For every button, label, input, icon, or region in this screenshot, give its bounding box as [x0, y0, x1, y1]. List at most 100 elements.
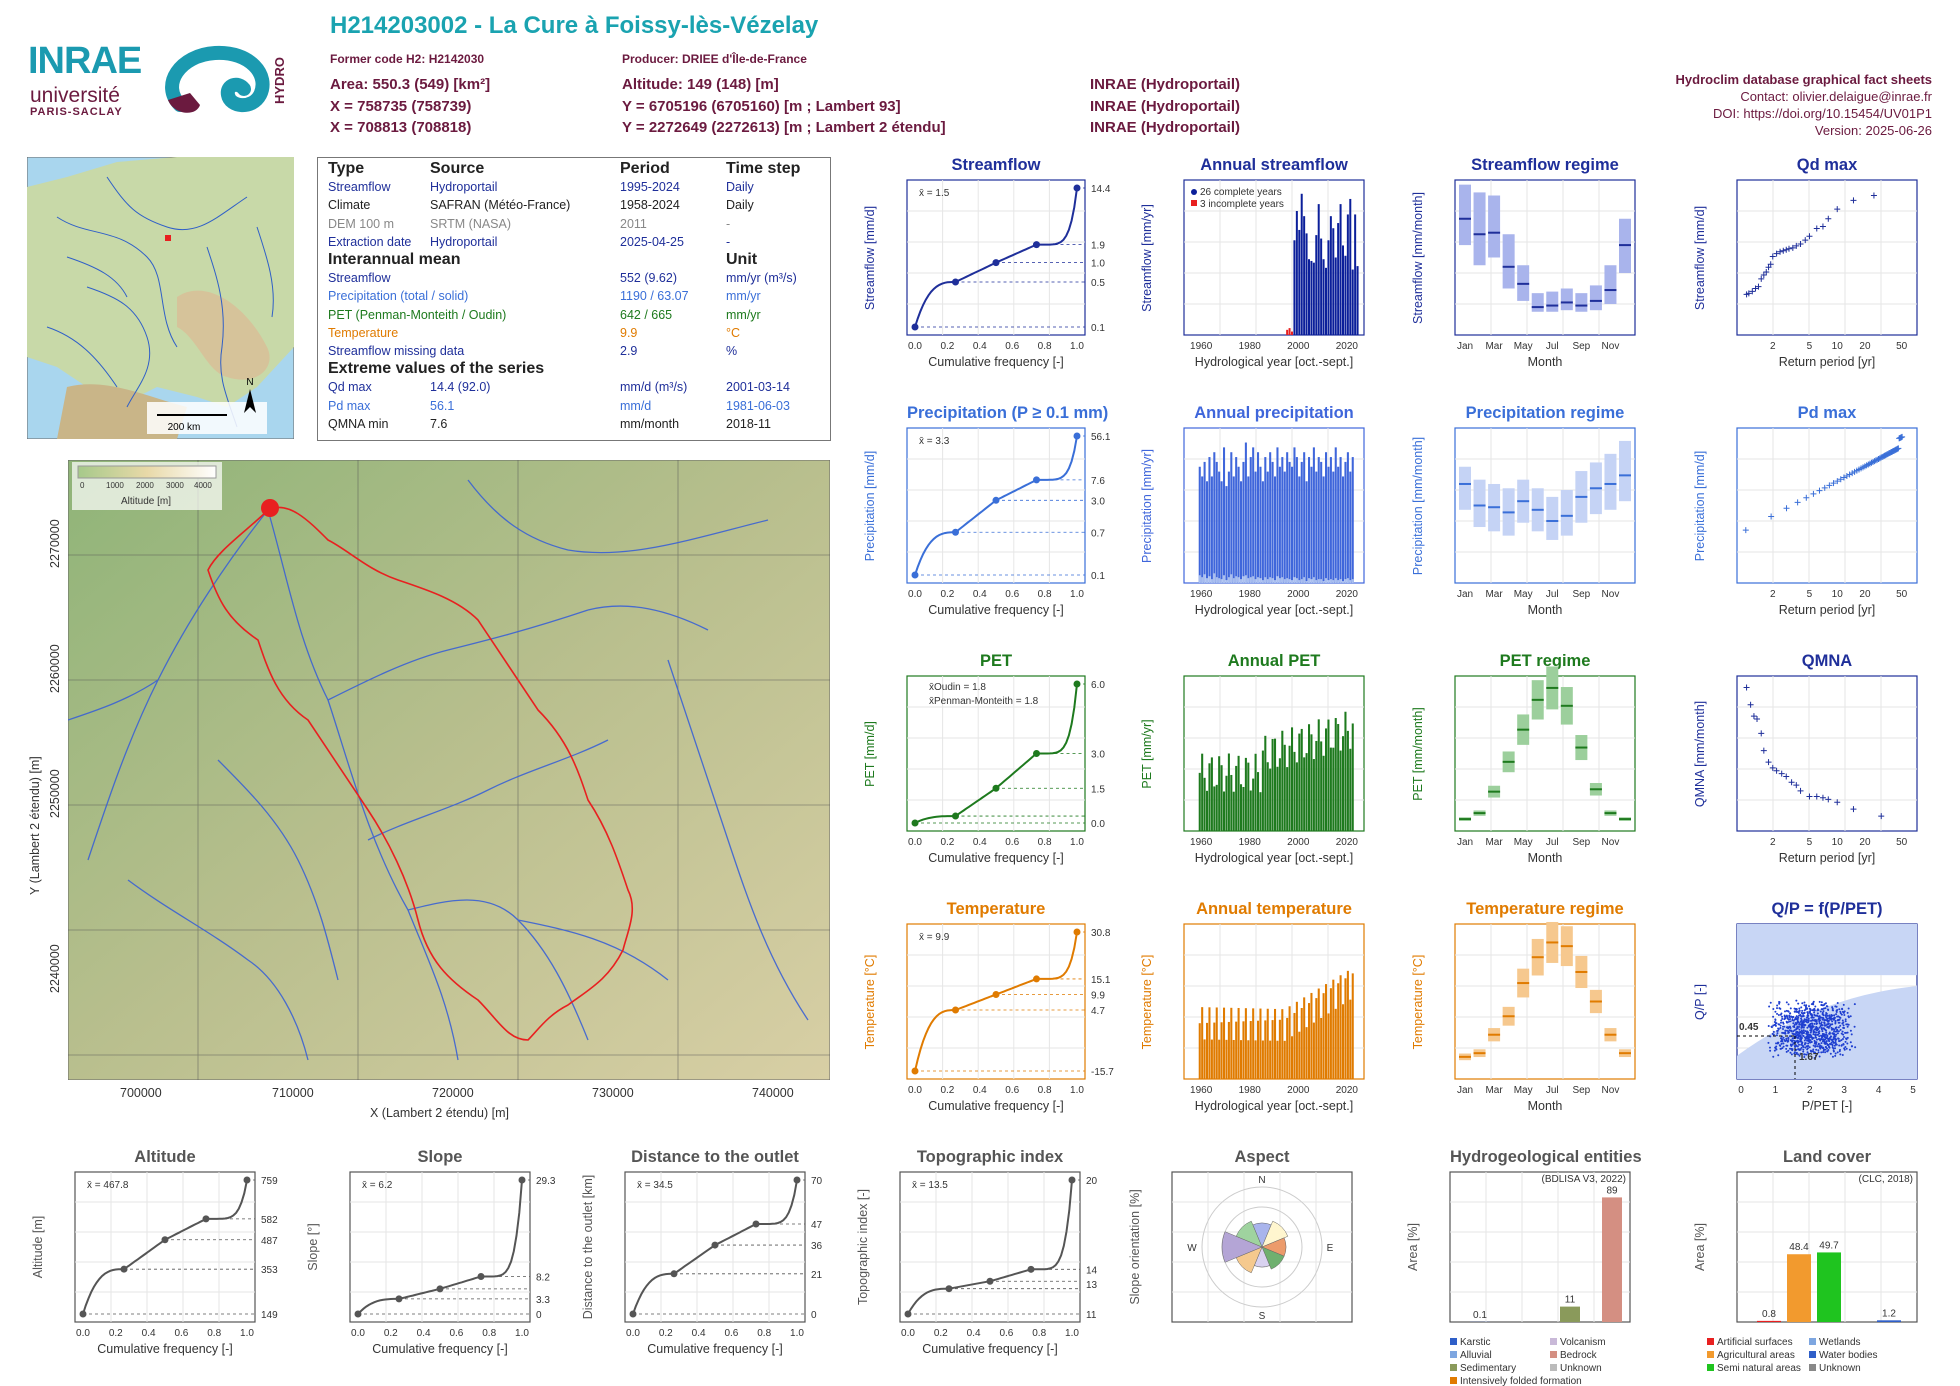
- annual_precip-bar: [1269, 452, 1272, 583]
- qd_max-x-tick: 50: [1896, 341, 1908, 352]
- qp-point: [1832, 1040, 1835, 1043]
- qp-point: [1848, 1048, 1851, 1051]
- annual_temp-bar: [1206, 1022, 1209, 1079]
- streamflow-quantile-point: [1073, 184, 1081, 192]
- annual_precip-bar: [1312, 447, 1315, 583]
- topo-xlabel: Cumulative frequency [-]: [922, 1342, 1058, 1356]
- qp-point: [1833, 1044, 1836, 1047]
- annual_precip-bar: [1310, 466, 1313, 583]
- qp-point: [1798, 1022, 1801, 1025]
- precip-quantile-point: [1033, 476, 1040, 484]
- annual_temp-bar: [1203, 1039, 1206, 1079]
- annual_precip-solid-bar: [1332, 580, 1335, 583]
- annual_temp-bar: [1218, 1039, 1221, 1079]
- qp-point: [1798, 1028, 1801, 1031]
- qp-point: [1810, 1027, 1813, 1030]
- qp-point: [1792, 1022, 1795, 1025]
- qp-point: [1797, 1016, 1800, 1019]
- annual_temp-bar: [1269, 1040, 1272, 1079]
- qmna-x-tick: 20: [1859, 837, 1871, 848]
- qp-point: [1841, 1037, 1844, 1040]
- qp-point: [1824, 1007, 1827, 1010]
- hydrogeo-legend-label: Alluvial: [1460, 1350, 1492, 1361]
- qp-point: [1782, 1036, 1785, 1039]
- annual_precip-solid-bar: [1274, 580, 1277, 583]
- annual_pet-bar: [1223, 791, 1226, 831]
- annual_pet-bar: [1295, 762, 1298, 831]
- qp-point: [1822, 1051, 1825, 1054]
- annual_precip-solid-bar: [1242, 576, 1245, 583]
- qp-point: [1837, 1037, 1840, 1040]
- qp-point: [1831, 1023, 1834, 1026]
- annual_pet-bar: [1213, 786, 1216, 831]
- annual-streamflow-bar: [1339, 204, 1342, 335]
- qp-point: [1818, 1055, 1821, 1058]
- hydrogeo-legend-label: Unknown: [1560, 1363, 1602, 1374]
- annual_pet-bar: [1230, 774, 1233, 831]
- pd_max-x-tick: 10: [1832, 589, 1844, 600]
- alt-legend-title: Altitude [m]: [121, 496, 171, 507]
- annual_precip-solid-bar: [1218, 578, 1221, 583]
- qp-point: [1838, 1008, 1841, 1011]
- map-xtick: 730000: [592, 1086, 634, 1100]
- qp-point: [1794, 1016, 1797, 1019]
- interannual-heading: Interannual mean: [328, 251, 461, 269]
- qp-point: [1827, 1045, 1830, 1048]
- qmna-x-tick: 10: [1832, 837, 1844, 848]
- annual_precip-bar: [1215, 461, 1218, 583]
- streamflow-quantile-point: [1033, 241, 1040, 249]
- annual_precip-solid-bar: [1334, 578, 1337, 583]
- temp-xlabel: Cumulative frequency [-]: [928, 1099, 1064, 1113]
- hydrogeo-legend-swatch: [1450, 1377, 1457, 1384]
- precip-ylabel: Precipitation [mm/d]: [863, 450, 877, 561]
- qd_max-x-tick: 20: [1859, 341, 1871, 352]
- temp-right-tick: 4.7: [1091, 1006, 1105, 1017]
- annual_precip-bar: [1244, 442, 1247, 583]
- qp-point: [1791, 1039, 1794, 1042]
- qp-point: [1820, 1028, 1823, 1031]
- annual_pet-bar: [1261, 750, 1264, 831]
- qp-point: [1801, 1044, 1804, 1047]
- qp-point: [1785, 1014, 1788, 1017]
- qp-point: [1786, 1017, 1789, 1020]
- qp-point: [1796, 1036, 1799, 1039]
- annual_precip-solid-bar: [1295, 578, 1298, 583]
- distance-right-tick: 21: [811, 1270, 823, 1281]
- annual_precip-xlabel: Hydrological year [oct.-sept.]: [1194, 603, 1354, 617]
- qp-point: [1781, 1015, 1784, 1018]
- qp-point: [1801, 1002, 1804, 1005]
- info-row: Precipitation (total / solid) 1190 / 63.0…: [328, 289, 761, 304]
- topo-quantile-point: [1068, 1176, 1076, 1184]
- qp-point: [1774, 1022, 1777, 1025]
- precip_regime-x-tick: Jul: [1546, 589, 1559, 600]
- qp-point: [1809, 1009, 1812, 1012]
- qp-point: [1776, 1032, 1779, 1035]
- topo-mean-label: x̄ = 13.5: [912, 1180, 948, 1191]
- qd_max-point: [1802, 237, 1809, 244]
- temp-right-tick: 15.1: [1091, 975, 1111, 986]
- precip-chart: 56.1 7.6 3.0 0.7 0.1 0.0 0.2 0.4 0.6 0.8 1.0 x̄ = 3…: [906, 427, 1111, 600]
- streamflow-title: Streamflow: [951, 156, 1041, 174]
- distance-ylabel: Distance to the outlet [km]: [581, 1174, 595, 1320]
- qp-point: [1798, 1025, 1801, 1028]
- qp-point: [1843, 1010, 1846, 1013]
- pet-right-tick: 3.0: [1091, 750, 1105, 761]
- annual_precip-bar: [1332, 471, 1335, 583]
- annual_temp-bar: [1300, 1008, 1303, 1079]
- qp-point: [1803, 1055, 1806, 1058]
- qp-point: [1826, 1034, 1829, 1037]
- precip_regime-x-tick: Nov: [1602, 589, 1620, 600]
- annual_precip-solid-bar: [1276, 576, 1279, 583]
- pd_max-point: [1803, 494, 1810, 501]
- annual_temp-bar: [1278, 1019, 1281, 1079]
- streamflow-chart: 14.4 1.9 1.0 0.5 0.1 0.0 0.2 0.4 0.6 0.8 1.0 x̄ = 1…: [906, 179, 1111, 352]
- qp-point: [1836, 1002, 1839, 1005]
- annual_precip-ylabel: Precipitation [mm/yr]: [1140, 448, 1154, 563]
- qp-point: [1795, 1008, 1798, 1011]
- y-lambert93: Y = 6705196 (6705160) [m ; Lambert 93]: [622, 98, 901, 115]
- qp-point: [1768, 1046, 1771, 1049]
- catchment-map: 0 1000 2000 3000 4000 Altitude [m]: [68, 460, 830, 1080]
- slope-x-tick: 0.2: [384, 1328, 398, 1339]
- qp-point: [1833, 1033, 1836, 1036]
- precip-frame: [906, 427, 1086, 584]
